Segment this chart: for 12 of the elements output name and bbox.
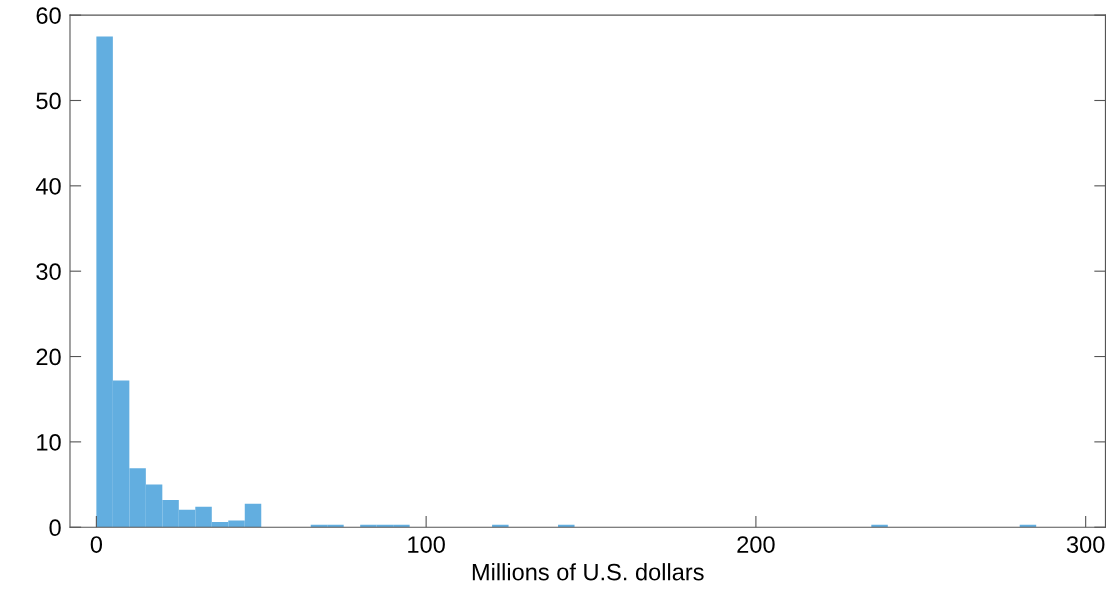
x-tick-label: 100 <box>408 536 445 553</box>
x-tick-label: 300 <box>1066 536 1105 553</box>
x-tick-label: 0 <box>90 536 103 553</box>
y-tick-label: 20 <box>36 348 61 366</box>
x-tick-label: 200 <box>737 536 775 553</box>
y-tick-label: 30 <box>36 263 61 280</box>
y-tick-label: 0 <box>49 519 61 537</box>
y-tick-label: 40 <box>35 177 61 195</box>
x-axis-title: Millions of U.S. dollars <box>472 563 704 581</box>
y-tick-label: 50 <box>36 92 61 110</box>
y-tick-label: 60 <box>36 7 61 24</box>
y-tick-label: 10 <box>37 433 61 451</box>
